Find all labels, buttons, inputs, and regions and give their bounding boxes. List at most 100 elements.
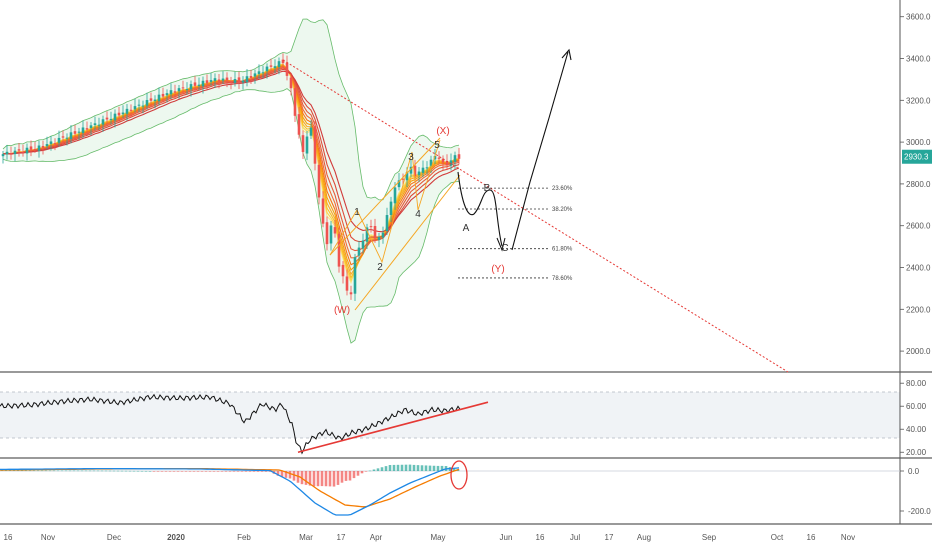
price-tick-label: 3200.0 bbox=[906, 96, 931, 105]
candle bbox=[165, 93, 169, 96]
candle bbox=[305, 136, 309, 154]
candle bbox=[229, 81, 233, 83]
candle bbox=[289, 77, 293, 89]
candle bbox=[277, 61, 281, 67]
macd-histogram-bar bbox=[228, 471, 232, 472]
macd-line bbox=[0, 467, 460, 516]
time-axis-label: 16 bbox=[536, 533, 545, 542]
wave-label: 4 bbox=[415, 209, 421, 220]
macd-histogram-bar bbox=[164, 471, 168, 472]
macd-tick-label: -200.0 bbox=[908, 507, 931, 516]
macd-histogram-bar bbox=[204, 471, 208, 472]
price-tick-label: 2600.0 bbox=[906, 222, 931, 231]
macd-histogram-bar bbox=[88, 470, 92, 472]
candle bbox=[349, 292, 353, 295]
macd-histogram-bar bbox=[380, 467, 384, 471]
macd-histogram-bar bbox=[356, 471, 360, 476]
current-price-tag bbox=[902, 149, 932, 164]
macd-histogram-bar bbox=[436, 465, 440, 471]
macd-histogram-bar bbox=[240, 471, 244, 472]
candle bbox=[421, 167, 425, 173]
macd-histogram-bar bbox=[92, 470, 96, 472]
candle bbox=[325, 222, 329, 245]
macd-histogram-bar bbox=[220, 471, 224, 472]
rsi-tick-label: 20.00 bbox=[906, 448, 927, 457]
candle bbox=[181, 87, 185, 89]
descending-trendline bbox=[282, 59, 789, 373]
candle bbox=[93, 123, 97, 126]
wave-label: 5 bbox=[434, 140, 440, 151]
time-axis-label: Apr bbox=[370, 533, 383, 542]
candle bbox=[309, 127, 313, 136]
macd-histogram-bar bbox=[244, 471, 248, 472]
wave-label: (Y) bbox=[491, 264, 504, 275]
price-tick-label: 2000.0 bbox=[906, 347, 931, 356]
macd-histogram-bar bbox=[60, 470, 64, 472]
macd-histogram-bar bbox=[152, 471, 156, 472]
wave-label: B bbox=[484, 183, 491, 194]
price-tick-label: 3600.0 bbox=[906, 13, 931, 22]
candle bbox=[9, 153, 13, 155]
macd-histogram-bar bbox=[252, 471, 256, 472]
macd-histogram-bar bbox=[180, 471, 184, 472]
candle bbox=[373, 226, 377, 239]
time-axis-label: Mar bbox=[299, 533, 313, 542]
time-axis-label: 16 bbox=[4, 533, 13, 542]
macd-histogram-bar bbox=[300, 471, 304, 485]
macd-histogram-bar bbox=[420, 465, 424, 471]
macd-histogram-bar bbox=[348, 471, 352, 481]
candle bbox=[345, 276, 349, 291]
fib-level-label: 78.60% bbox=[552, 276, 573, 282]
macd-histogram-bar bbox=[124, 470, 128, 472]
candle bbox=[121, 112, 125, 115]
candle bbox=[337, 233, 341, 267]
macd-histogram-bar bbox=[292, 471, 296, 481]
candle bbox=[401, 178, 405, 180]
fib-level-label: 61.80% bbox=[552, 247, 573, 253]
candle bbox=[157, 94, 161, 102]
macd-histogram-bar bbox=[288, 471, 292, 479]
macd-histogram-bar bbox=[280, 471, 284, 478]
macd-histogram-bar bbox=[312, 471, 316, 487]
time-axis-label: Jul bbox=[570, 533, 580, 542]
macd-histogram-bar bbox=[136, 470, 140, 472]
time-axis-label: Feb bbox=[237, 533, 251, 542]
candle bbox=[185, 88, 189, 90]
candle bbox=[197, 84, 201, 86]
candle bbox=[77, 131, 81, 133]
candle bbox=[297, 114, 301, 135]
candle bbox=[381, 232, 385, 238]
time-axis-label: 17 bbox=[605, 533, 614, 542]
candle bbox=[65, 137, 69, 139]
candle bbox=[149, 98, 153, 101]
macd-histogram-bar bbox=[372, 469, 376, 471]
macd-histogram-bar bbox=[360, 471, 364, 474]
macd-histogram-bar bbox=[412, 464, 416, 471]
macd-histogram-bar bbox=[80, 470, 84, 472]
candle bbox=[113, 113, 117, 121]
macd-histogram-bar bbox=[256, 471, 260, 472]
current-price-label: 2930.3 bbox=[904, 153, 929, 162]
macd-histogram-bar bbox=[4, 470, 8, 472]
macd-histogram-bar bbox=[24, 470, 28, 472]
macd-histogram-bar bbox=[428, 465, 432, 471]
candle bbox=[49, 141, 53, 145]
candle bbox=[453, 155, 457, 162]
candle bbox=[105, 117, 109, 120]
wedge-lower-line bbox=[354, 174, 461, 311]
candle bbox=[17, 149, 21, 151]
macd-histogram-bar bbox=[316, 471, 320, 487]
macd-histogram-bar bbox=[104, 470, 108, 472]
wave-label: 1 bbox=[354, 207, 360, 218]
macd-histogram-bar bbox=[148, 471, 152, 472]
macd-histogram-bar bbox=[284, 471, 288, 478]
candle bbox=[177, 88, 181, 92]
candle bbox=[437, 157, 441, 159]
macd-histogram-bar bbox=[116, 470, 120, 472]
wave-label: (W) bbox=[334, 305, 350, 316]
candle bbox=[1, 154, 5, 157]
candle bbox=[53, 143, 57, 145]
macd-histogram-bar bbox=[140, 470, 144, 472]
candle bbox=[69, 132, 73, 140]
